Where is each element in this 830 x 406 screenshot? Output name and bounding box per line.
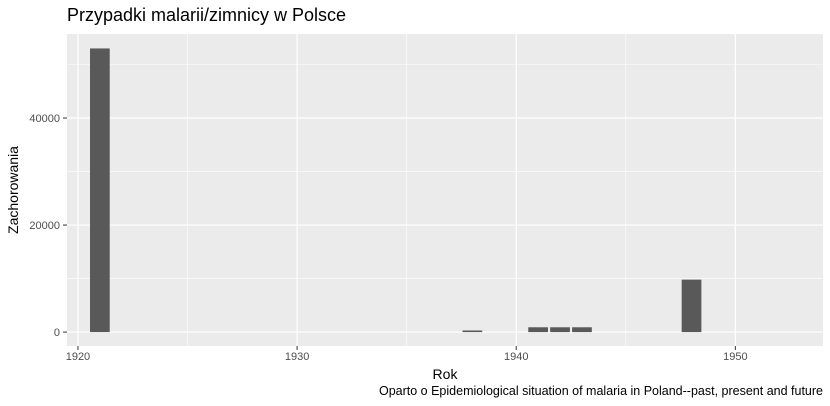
plot-panel xyxy=(67,34,823,346)
y-tick-label: 40000 xyxy=(29,113,60,125)
y-axis-title: Zachorowania xyxy=(5,146,21,234)
y-tick-label: 20000 xyxy=(29,220,60,232)
y-tick-label: 0 xyxy=(54,327,60,339)
x-axis-title: Rok xyxy=(433,366,459,382)
x-tick-label: 1930 xyxy=(285,351,309,363)
x-axis-ticks: 1920 1930 1940 1950 xyxy=(66,346,748,363)
bar-1921 xyxy=(90,48,110,333)
x-tick-label: 1940 xyxy=(504,351,528,363)
chart-caption: Oparto o Epidemiological situation of ma… xyxy=(379,384,823,398)
chart-title: Przypadki malarii/zimnicy w Polsce xyxy=(67,5,346,25)
major-gridlines xyxy=(67,34,823,346)
x-tick-label: 1920 xyxy=(66,351,90,363)
bar-1943 xyxy=(572,327,592,333)
bar-1942 xyxy=(550,327,570,333)
y-axis-ticks: 0 20000 40000 xyxy=(29,113,67,339)
bars xyxy=(90,48,702,333)
x-tick-label: 1950 xyxy=(723,351,747,363)
bar-1941 xyxy=(528,327,548,333)
minor-gridlines xyxy=(67,34,823,346)
bar-1948 xyxy=(681,279,702,333)
bar-1938 xyxy=(462,330,483,333)
